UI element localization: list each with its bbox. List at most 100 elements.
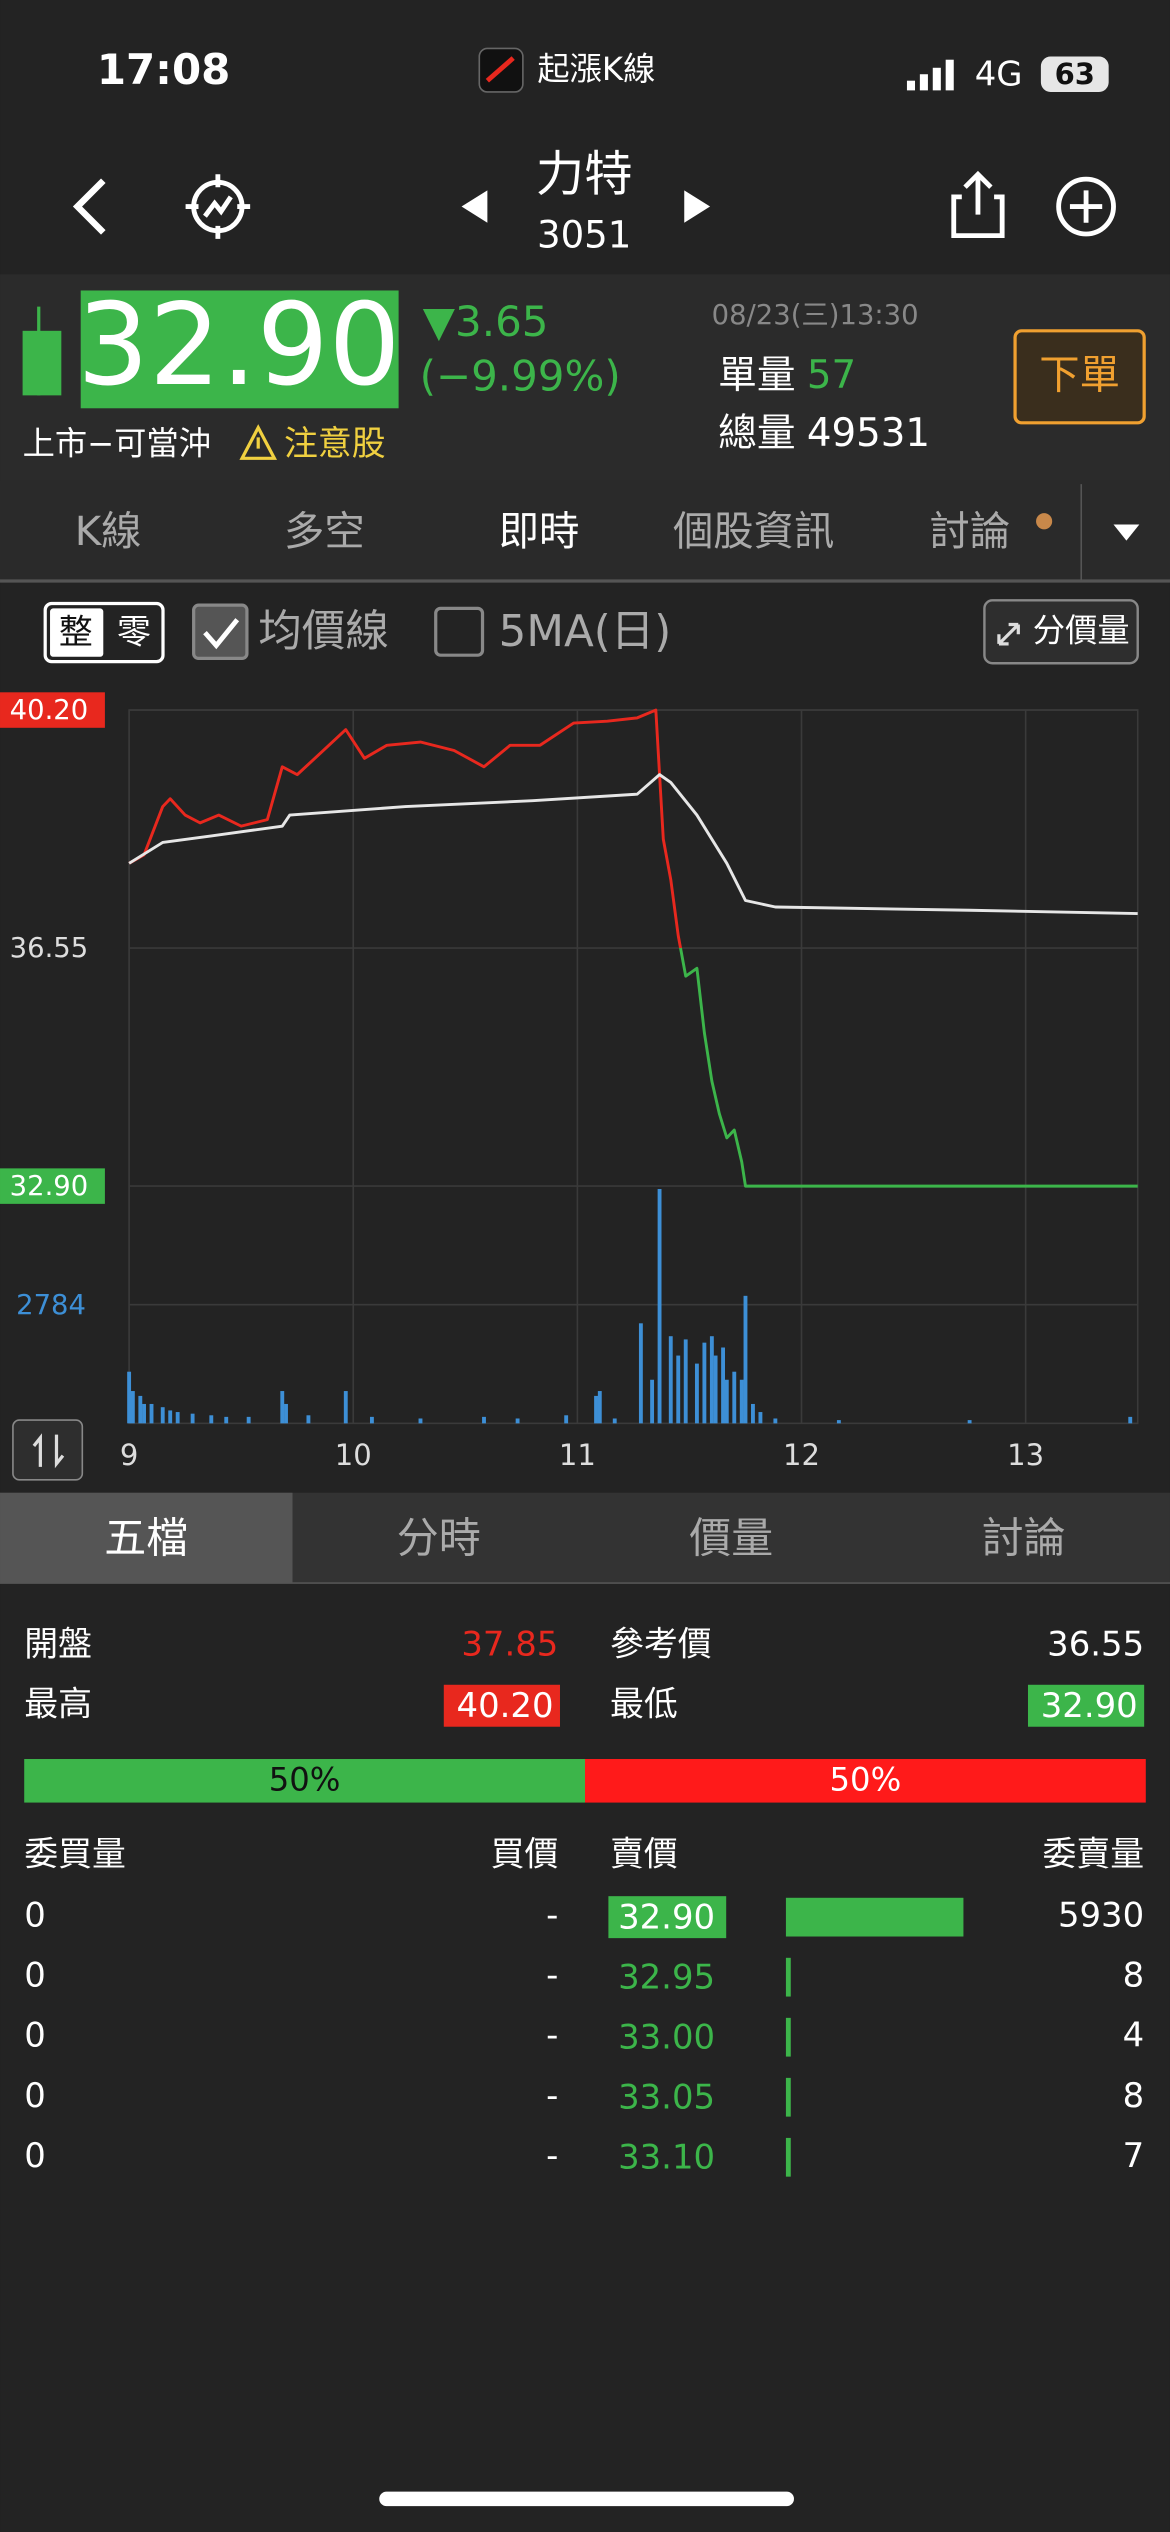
y-tick-box <box>0 1168 105 1204</box>
tab[interactable]: 討論 <box>930 508 1011 555</box>
volume-bar <box>168 1410 173 1424</box>
tab[interactable]: 個股資訊 <box>673 508 834 555</box>
volume-bar <box>758 1412 763 1424</box>
market: 上市−可當沖 <box>23 424 211 462</box>
volume-bar <box>967 1420 972 1424</box>
signal-bar <box>919 74 928 91</box>
volume-bar <box>175 1412 180 1424</box>
book-header: 委買量 <box>24 1834 126 1873</box>
back-button[interactable] <box>72 178 106 235</box>
volume-bar <box>713 1355 718 1424</box>
next-stock[interactable] <box>684 190 711 223</box>
lot-odd: 零 <box>117 613 151 652</box>
status-network: 4G <box>975 54 1023 93</box>
volume-bar <box>751 1403 755 1424</box>
ask-price: 33.10 <box>618 2137 715 2176</box>
price-volume-button[interactable] <box>983 599 1139 665</box>
x-tick-label: 11 <box>559 1438 596 1472</box>
bid-volume: 0 <box>24 1896 46 1935</box>
price-box <box>80 290 399 409</box>
volume-bar <box>657 1189 662 1424</box>
bottom-tab[interactable]: 價量 <box>689 1514 773 1563</box>
bottom-tab[interactable]: 討論 <box>982 1514 1066 1563</box>
signal-bar <box>906 80 916 91</box>
y-tick-label: 36.55 <box>10 933 89 964</box>
book-header: 買價 <box>491 1834 559 1873</box>
volume-bar <box>209 1415 214 1424</box>
average-line <box>128 773 1138 915</box>
ask-volume: 8 <box>1123 1956 1145 1995</box>
low-label: 最低 <box>610 1684 678 1723</box>
volume-tick-label: 2784 <box>16 1290 86 1321</box>
volume-bar <box>418 1418 423 1424</box>
tab[interactable]: 多空 <box>284 508 365 555</box>
high-box <box>443 1684 560 1727</box>
status-app: 起漲K線 <box>537 50 655 88</box>
change-pct: (−9.99%) <box>420 352 621 401</box>
x-tick-label: 10 <box>335 1438 372 1472</box>
volume-bar <box>130 1391 135 1424</box>
bid-volume: 0 <box>24 1956 46 1995</box>
volume-bar <box>594 1395 598 1424</box>
watch-button[interactable] <box>185 174 251 239</box>
book-header: 賣價 <box>610 1834 678 1873</box>
volume-bar <box>709 1336 714 1424</box>
low: 32.90 <box>1041 1686 1138 1725</box>
bid-price: - <box>546 1956 558 1995</box>
share-button[interactable] <box>951 170 1005 239</box>
ask-volume: 5930 <box>1058 1896 1144 1935</box>
volume-bar <box>306 1415 311 1424</box>
volume-bar <box>683 1339 688 1424</box>
open-label: 開盤 <box>24 1625 92 1664</box>
y-tick-box <box>0 692 105 728</box>
ma5-checkbox[interactable] <box>434 606 485 657</box>
high: 40.20 <box>457 1686 554 1725</box>
ask-price: 32.95 <box>618 1957 715 1996</box>
prev-stock[interactable] <box>461 190 488 223</box>
ask-volume-bar <box>785 1897 964 1937</box>
bottom-tab[interactable]: 分時 <box>397 1514 481 1563</box>
volume-bar <box>369 1416 374 1424</box>
order-book: 委買量 買價 賣價 委賣量 0 - 32.90 5930 0 - 32.95 8 0 - 33.00 4 0 - 3… <box>24 1834 1145 2177</box>
more-tabs[interactable] <box>1113 524 1140 541</box>
volume-bar <box>743 1295 748 1424</box>
price-volume-label: 分價量 <box>1033 612 1130 650</box>
volume-bar <box>668 1336 673 1424</box>
ask-volume-bar <box>785 2137 791 2177</box>
lot-whole: 整 <box>59 613 93 652</box>
ratio-bar: 50% 50% <box>24 1759 1146 1803</box>
ask-price: 33.05 <box>618 2077 715 2116</box>
candle-icon <box>22 330 62 396</box>
swap-button[interactable] <box>12 1419 84 1481</box>
x-tick-label: 12 <box>783 1438 820 1472</box>
ask-volume: 4 <box>1123 2016 1145 2055</box>
ask-volume-bar <box>785 1957 791 1997</box>
share-icon <box>951 170 1005 239</box>
add-button[interactable] <box>1056 176 1116 237</box>
price: 32.90 <box>77 279 400 411</box>
unit-volume-label: 單量 <box>718 353 795 398</box>
tab[interactable]: K線 <box>75 508 142 555</box>
tab[interactable]: 即時 <box>499 508 580 555</box>
ask-volume-bar <box>785 2077 791 2117</box>
open: 37.85 <box>461 1625 558 1664</box>
lot-toggle-active <box>50 608 104 657</box>
buy-ratio-label: 50% <box>269 1761 341 1799</box>
tab-bar <box>0 480 1170 581</box>
x-tick-label: 13 <box>1007 1438 1044 1472</box>
bottom-tab[interactable]: 五檔 <box>104 1514 188 1563</box>
volume-bar <box>724 1379 729 1424</box>
avg-line-checkbox[interactable] <box>192 603 249 661</box>
volume-bar <box>694 1363 699 1424</box>
lot-toggle[interactable] <box>43 601 165 664</box>
volume-bar <box>836 1420 841 1424</box>
watch-icon <box>185 174 251 239</box>
battery-level: 63 <box>1055 57 1095 91</box>
low-box <box>1027 1684 1145 1727</box>
bid-price: - <box>546 2136 558 2175</box>
volume-bar <box>515 1418 520 1424</box>
order-button[interactable] <box>1013 329 1146 425</box>
volume-bar <box>142 1403 146 1424</box>
check-mark <box>203 618 240 650</box>
